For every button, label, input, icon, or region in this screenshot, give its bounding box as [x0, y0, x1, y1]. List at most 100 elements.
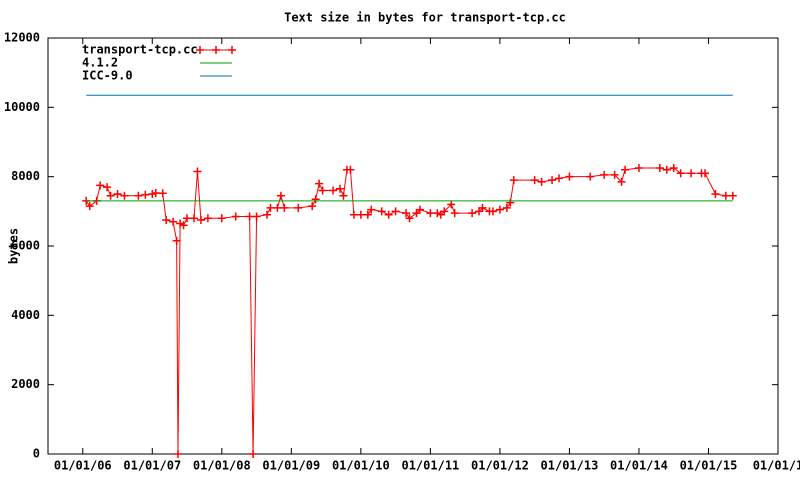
point-marker [367, 205, 376, 214]
point-marker [363, 210, 372, 219]
point-marker [249, 450, 258, 458]
x-tick-label: 01/01/12 [471, 459, 529, 473]
point-marker [308, 202, 317, 211]
y-tick-label: 0 [33, 447, 40, 461]
x-tick-label: 01/01/15 [680, 459, 738, 473]
legend-marker [228, 46, 236, 54]
point-marker [728, 191, 737, 200]
point-marker [280, 203, 289, 212]
point-marker [162, 216, 171, 224]
x-tick-label: 01/01/07 [123, 459, 181, 473]
y-tick-label: 12000 [4, 31, 40, 45]
point-marker [245, 212, 254, 221]
point-marker [662, 165, 671, 174]
point-marker [621, 165, 630, 174]
point-marker [701, 169, 709, 178]
point-marker [196, 216, 205, 224]
point-marker [384, 210, 393, 219]
point-marker [273, 203, 282, 212]
point-marker [447, 200, 456, 209]
point-marker [548, 176, 557, 185]
point-marker [468, 209, 477, 218]
point-marker [217, 214, 226, 223]
y-tick-label: 10000 [4, 100, 40, 114]
point-marker [565, 172, 574, 181]
point-marker [176, 219, 185, 228]
point-marker [502, 203, 511, 212]
point-marker [103, 183, 112, 192]
point-marker [339, 191, 348, 200]
x-tick-label: 01/01/14 [610, 459, 668, 473]
point-marker [475, 207, 484, 216]
point-marker [106, 191, 115, 200]
point-marker [179, 221, 188, 230]
point-marker [329, 186, 338, 195]
point-marker [96, 181, 105, 190]
x-tick-label: 01/01/06 [54, 459, 112, 473]
point-marker [495, 205, 504, 214]
point-marker [113, 190, 122, 198]
point-marker [336, 184, 344, 193]
point-marker [294, 203, 303, 212]
point-marker [586, 172, 595, 181]
point-marker [120, 191, 129, 200]
point-marker [169, 217, 178, 226]
point-marker [263, 210, 271, 219]
point-marker [436, 210, 445, 219]
legend-label: 4.1.2 [82, 56, 118, 70]
x-tick-label: 01/01/09 [262, 459, 320, 473]
point-marker [193, 167, 202, 176]
point-marker [172, 236, 181, 245]
point-marker [506, 198, 515, 207]
point-marker [634, 164, 643, 172]
point-marker [600, 170, 609, 179]
point-marker [433, 209, 442, 218]
point-marker [655, 164, 664, 172]
point-marker [617, 177, 626, 186]
legend-label: transport-tcp.cc [82, 43, 198, 57]
series-line [85, 167, 733, 455]
point-marker [721, 191, 730, 200]
y-axis-label: bytes [7, 228, 21, 264]
point-marker [231, 212, 240, 221]
point-marker [252, 212, 261, 221]
plot-border [47, 37, 779, 455]
point-marker [415, 205, 424, 214]
point-marker [391, 207, 400, 216]
legend-label: ICC-9.0 [82, 69, 133, 83]
point-marker [711, 190, 720, 198]
point-marker [412, 209, 421, 218]
point-marker [669, 164, 678, 172]
point-marker [377, 207, 386, 216]
x-tick-label: 01/01/13 [541, 459, 599, 473]
y-tick-label: 6000 [11, 239, 40, 253]
x-tick-label: 01/01/08 [193, 459, 251, 473]
point-marker [478, 203, 487, 212]
point-marker [610, 170, 619, 179]
point-marker [687, 169, 696, 178]
legend-marker [212, 46, 220, 54]
point-marker [676, 169, 685, 178]
point-marker [134, 191, 143, 200]
y-tick-label: 4000 [11, 308, 40, 322]
point-marker [318, 186, 327, 195]
x-tick-label: 01/01/11 [401, 459, 459, 473]
legend-marker [196, 46, 204, 54]
y-tick-label: 2000 [11, 377, 40, 391]
point-marker [440, 207, 449, 216]
point-marker [311, 195, 320, 204]
point-marker [174, 450, 183, 458]
chart-title: Text size in bytes for transport-tcp.cc [284, 11, 566, 25]
x-tick-label: 01/01/1 [753, 459, 800, 473]
x-tick-label: 01/01/10 [332, 459, 390, 473]
point-marker [141, 190, 150, 199]
point-marker [402, 209, 411, 218]
point-marker [426, 209, 435, 218]
point-marker [349, 210, 358, 219]
point-marker [450, 209, 459, 218]
point-marker [276, 191, 285, 200]
point-marker [537, 177, 546, 186]
point-marker [203, 214, 212, 223]
